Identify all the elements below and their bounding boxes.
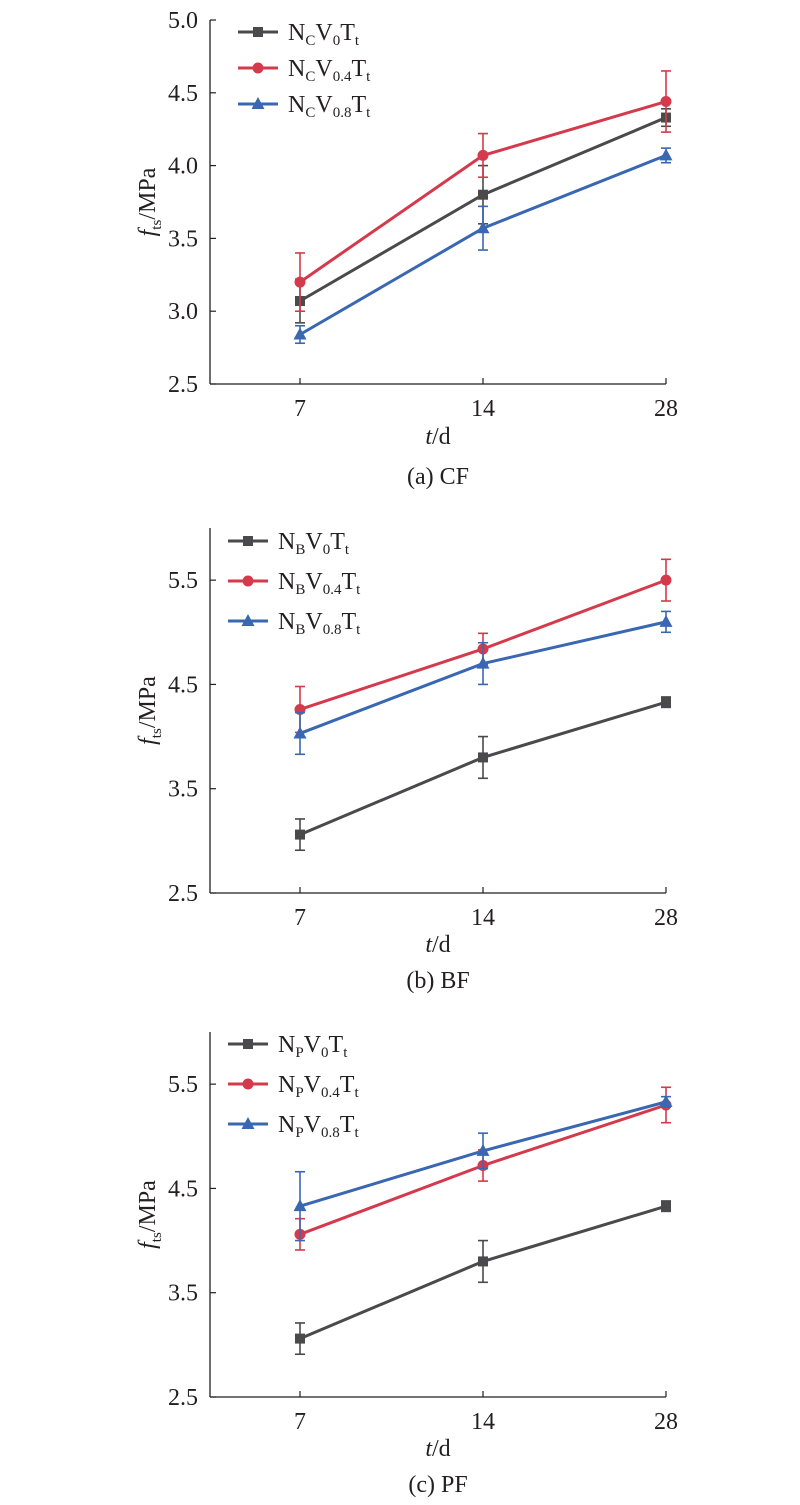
x-axis-title: t/d bbox=[425, 1436, 450, 1462]
legend-label: NCV0Tt bbox=[288, 20, 360, 49]
legend-marker bbox=[241, 1117, 255, 1129]
x-tick-label: 14 bbox=[471, 396, 495, 422]
series-NBV0Tt bbox=[295, 696, 671, 852]
legend-item-NPV0Tt: NPV0Tt bbox=[228, 1032, 348, 1061]
chart-panel-2: 2.5 3.5 4.5 5.5 7 14 28 fts/MPa t/d (b) BF NBV0Tt N… bbox=[135, 528, 678, 994]
y-axis-title: fts/MPa bbox=[135, 676, 165, 745]
data-point bbox=[477, 149, 489, 161]
data-point bbox=[478, 189, 488, 200]
x-axis-title: t/d bbox=[425, 932, 450, 958]
legend-item-NCV0.8Tt: NCV0.8Tt bbox=[238, 92, 371, 121]
data-point bbox=[293, 726, 307, 739]
legend-label: NPV0.8Tt bbox=[278, 1112, 359, 1141]
y-tick-label: 5.5 bbox=[168, 568, 198, 594]
y-tick-label: 2.5 bbox=[168, 881, 198, 907]
legend-marker bbox=[243, 1039, 253, 1049]
x-tick-label: 28 bbox=[654, 905, 678, 931]
data-point bbox=[478, 752, 488, 763]
data-point bbox=[661, 1201, 671, 1212]
chart-caption: (b) BF bbox=[406, 968, 469, 994]
legend-marker bbox=[252, 62, 264, 74]
series-NCV0.4Tt bbox=[294, 70, 672, 313]
x-tick-label: 14 bbox=[471, 905, 495, 931]
y-tick-label: 3.0 bbox=[168, 299, 198, 325]
data-point bbox=[295, 1333, 305, 1344]
x-tick-label: 7 bbox=[294, 1409, 306, 1435]
legend-marker bbox=[241, 614, 255, 626]
legend-item-NBV0.4Tt: NBV0.4Tt bbox=[228, 569, 361, 598]
legend-label: NBV0Tt bbox=[278, 529, 350, 558]
chart-caption: (a) CF bbox=[407, 464, 469, 490]
y-tick-label: 4.5 bbox=[168, 81, 198, 107]
data-point bbox=[295, 829, 305, 840]
data-point bbox=[476, 1143, 490, 1156]
legend-item-NCV0.4Tt: NCV0.4Tt bbox=[238, 56, 371, 85]
data-point bbox=[660, 574, 672, 586]
y-tick-label: 4.0 bbox=[168, 154, 198, 180]
legend-label: NCV0.4Tt bbox=[288, 56, 371, 85]
x-tick-label: 28 bbox=[654, 396, 678, 422]
legend-item-NBV0.8Tt: NBV0.8Tt bbox=[228, 609, 361, 638]
series-NCV0.8Tt bbox=[293, 147, 673, 345]
y-tick-label: 2.5 bbox=[168, 372, 198, 398]
data-point bbox=[294, 276, 306, 288]
legend-marker bbox=[242, 1078, 254, 1090]
legend-marker bbox=[253, 27, 263, 37]
x-tick-label: 7 bbox=[294, 905, 306, 931]
data-point bbox=[476, 656, 490, 669]
x-axis-title: t/d bbox=[425, 424, 450, 450]
series-NPV0.8Tt bbox=[293, 1094, 673, 1242]
chart-panel-1: 2.5 3.0 3.5 4.0 4.5 5.0 7 14 28 fts/MPa t/d (a) CF N… bbox=[135, 8, 678, 490]
data-point bbox=[293, 1199, 307, 1212]
x-tick-label: 7 bbox=[294, 396, 306, 422]
y-tick-label: 3.5 bbox=[168, 226, 198, 252]
y-axis-title: fts/MPa bbox=[135, 167, 165, 236]
y-tick-label: 2.5 bbox=[168, 1385, 198, 1411]
legend-item-NCV0Tt: NCV0Tt bbox=[238, 20, 360, 49]
data-point bbox=[659, 148, 673, 161]
series-NBV0.8Tt bbox=[293, 610, 673, 756]
chart-caption: (c) PF bbox=[408, 1472, 467, 1498]
legend-marker bbox=[251, 97, 265, 109]
legend-label: NBV0.4Tt bbox=[278, 569, 361, 598]
legend-marker bbox=[242, 575, 254, 587]
y-tick-label: 4.5 bbox=[168, 1176, 198, 1202]
data-point bbox=[478, 1256, 488, 1267]
legend-label: NPV0Tt bbox=[278, 1032, 348, 1061]
data-point bbox=[659, 614, 673, 627]
series-NPV0Tt bbox=[295, 1200, 671, 1356]
data-point bbox=[660, 96, 672, 108]
chart-panel-3: 2.5 3.5 4.5 5.5 7 14 28 fts/MPa t/d (c) PF NPV0Tt N… bbox=[135, 1032, 678, 1498]
legend-label: NCV0.8Tt bbox=[288, 92, 371, 121]
data-point bbox=[661, 697, 671, 708]
legend-item-NBV0Tt: NBV0Tt bbox=[228, 529, 350, 558]
legend-item-NPV0.8Tt: NPV0.8Tt bbox=[228, 1112, 359, 1141]
data-point bbox=[293, 327, 307, 340]
y-tick-label: 5.0 bbox=[168, 8, 198, 34]
legend-label: NPV0.4Tt bbox=[278, 1072, 359, 1101]
legend-item-NPV0.4Tt: NPV0.4Tt bbox=[228, 1072, 359, 1101]
y-tick-label: 3.5 bbox=[168, 1281, 198, 1307]
legend-marker bbox=[243, 536, 253, 546]
x-tick-label: 28 bbox=[654, 1409, 678, 1435]
data-point bbox=[476, 221, 490, 234]
y-tick-label: 4.5 bbox=[168, 672, 198, 698]
y-tick-label: 3.5 bbox=[168, 777, 198, 803]
y-tick-label: 5.5 bbox=[168, 1072, 198, 1098]
x-tick-label: 14 bbox=[471, 1409, 495, 1435]
legend-label: NBV0.8Tt bbox=[278, 609, 361, 638]
y-axis-title: fts/MPa bbox=[135, 1180, 165, 1249]
data-point bbox=[659, 1094, 673, 1107]
